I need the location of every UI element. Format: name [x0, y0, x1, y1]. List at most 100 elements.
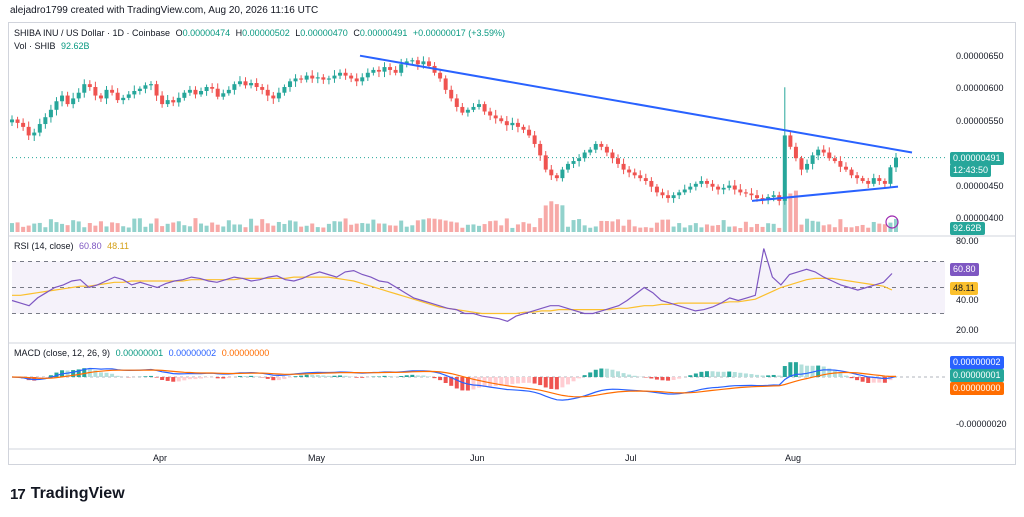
candle-body	[743, 192, 748, 194]
macd-histogram-bar	[287, 377, 292, 378]
price-tick-5: 0.00000400	[956, 213, 1004, 223]
volume-bar	[165, 223, 170, 232]
rsi-label[interactable]: RSI (14, close)	[14, 241, 74, 251]
symbol-title[interactable]: SHIBA INU / US Dollar · 1D · Coinbase	[14, 28, 171, 38]
candle-body	[76, 92, 81, 99]
rsi-ma-value: 48.11	[107, 241, 129, 251]
candle-body	[532, 135, 537, 144]
volume-bar	[160, 226, 165, 232]
tradingview-logo[interactable]: 17 TradingView	[10, 485, 125, 503]
candle-body	[221, 93, 226, 97]
macd-histogram-bar	[215, 377, 220, 379]
volume-bar	[110, 222, 115, 232]
candle-body	[443, 78, 448, 90]
volume-bar	[393, 225, 398, 232]
author-line: alejadro1799 created with TradingView.co…	[10, 5, 319, 16]
macd-histogram-bar	[738, 372, 743, 377]
macd-histogram-bar	[310, 374, 315, 377]
macd-histogram-bar	[582, 375, 587, 377]
macd-histogram-bar	[388, 376, 393, 377]
rsi-ma-tag: 48.11	[950, 282, 978, 295]
volume-bar	[243, 227, 248, 232]
candle-body	[749, 193, 754, 196]
open-label: O	[175, 28, 183, 38]
candle-body	[376, 69, 381, 72]
candle-body	[287, 81, 292, 88]
volume-bar	[315, 227, 320, 232]
volume-bar	[493, 220, 498, 232]
volume-legend: Vol · SHIB 92.62B	[14, 41, 93, 51]
volume-bar	[415, 220, 420, 232]
candle-body	[632, 172, 637, 176]
macd-histogram-bar	[65, 370, 70, 377]
volume-bar	[565, 226, 570, 232]
macd-histogram-bar	[332, 375, 337, 377]
macd-histogram-bar	[577, 377, 582, 379]
candle-body	[104, 89, 109, 99]
candle-body	[832, 158, 837, 162]
macd-histogram-bar	[299, 375, 304, 377]
candle-body	[87, 84, 92, 88]
volume-label[interactable]: Vol · SHIB	[14, 41, 56, 51]
candle-body	[793, 146, 798, 159]
price-tick-1: 0.00000600	[956, 83, 1004, 93]
macd-histogram-bar	[510, 377, 515, 385]
volume-bar	[638, 227, 643, 232]
candle-body	[415, 60, 420, 65]
volume-bar	[143, 226, 148, 232]
candle-body	[616, 158, 621, 164]
volume-bar	[760, 226, 765, 232]
volume-bar	[254, 225, 259, 232]
candle-body	[499, 118, 504, 122]
macd-histogram-bar	[649, 377, 654, 379]
macd-histogram-bar	[199, 377, 204, 379]
close-value: 0.00000491	[359, 28, 408, 38]
macd-histogram-bar	[766, 375, 771, 377]
macd-histogram-bar	[660, 377, 665, 381]
candle-body	[226, 89, 231, 94]
candle-body	[827, 152, 832, 159]
candle-body	[710, 183, 715, 187]
volume-bar	[771, 223, 776, 232]
volume-bar	[21, 226, 26, 232]
macd-signal-tag: 0.00000000	[950, 382, 1004, 395]
candle-body	[716, 186, 721, 190]
macd-label[interactable]: MACD (close, 12, 26, 9)	[14, 348, 111, 358]
candle-body	[849, 169, 854, 176]
macd-hist-tag: 0.00000001	[950, 369, 1004, 382]
macd-histogram-bar	[616, 371, 621, 377]
volume-bar	[321, 227, 326, 232]
volume-bar	[365, 223, 370, 232]
volume-bar	[666, 219, 671, 232]
candle-body	[816, 149, 821, 156]
macd-histogram-bar	[326, 375, 331, 377]
candle-body	[504, 121, 509, 126]
candle-body	[371, 69, 376, 73]
macd-histogram-bar	[593, 369, 598, 377]
volume-bar	[271, 225, 276, 232]
macd-histogram-bar	[449, 377, 454, 386]
candle-body	[805, 163, 810, 170]
candle-body	[871, 178, 876, 184]
candle-body	[482, 104, 487, 112]
volume-bar	[87, 223, 92, 232]
macd-histogram-bar	[343, 375, 348, 377]
macd-histogram-bar	[187, 377, 192, 380]
time-tick-aug: Aug	[785, 453, 802, 463]
volume-bar	[671, 226, 676, 232]
candle-body	[621, 163, 626, 170]
volume-bar	[60, 223, 65, 232]
volume-bar	[871, 221, 876, 232]
macd-histogram-bar	[849, 377, 854, 379]
last-price-tag: 0.00000491	[950, 152, 1004, 165]
volume-bar	[210, 222, 215, 232]
candle-body	[549, 169, 554, 176]
volume-bar	[549, 201, 554, 232]
macd-histogram-bar	[654, 377, 659, 380]
macd-histogram-bar	[471, 377, 476, 390]
volume-bar	[538, 218, 543, 232]
volume-bar	[827, 224, 832, 232]
macd-histogram-bar	[176, 377, 181, 382]
candle-body	[538, 143, 543, 156]
